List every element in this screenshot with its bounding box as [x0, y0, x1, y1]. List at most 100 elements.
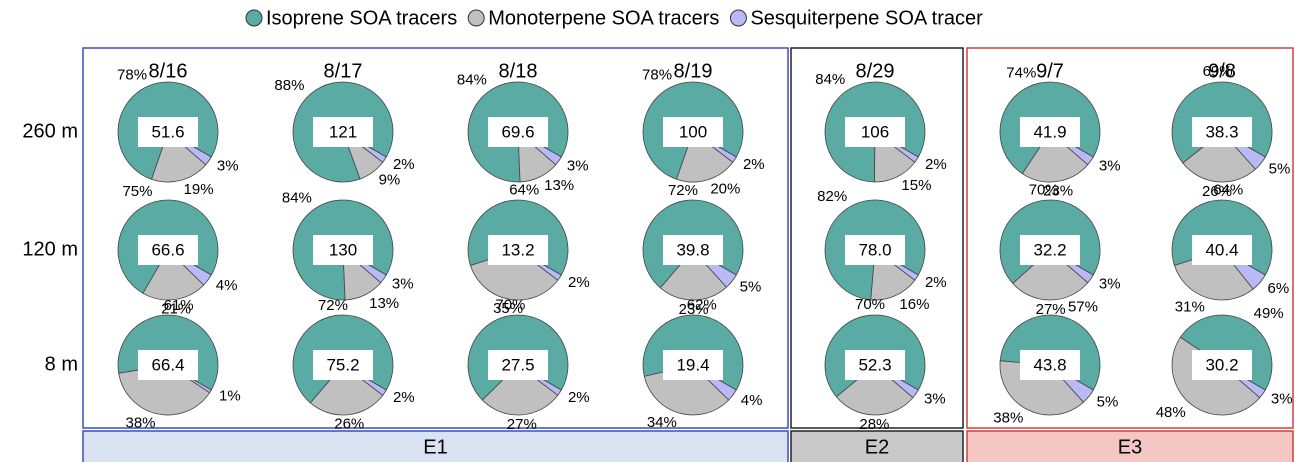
percent-label: 78%	[117, 67, 147, 84]
row-label: 120 m	[22, 238, 78, 260]
percent-label: 75%	[122, 183, 152, 200]
percent-label: 34%	[647, 414, 677, 431]
group-label: E1	[423, 436, 447, 458]
total-box	[138, 350, 198, 380]
total-box	[1192, 350, 1252, 380]
percent-label: 88%	[274, 77, 304, 94]
percent-label: 84%	[815, 71, 845, 88]
group-box	[790, 47, 964, 429]
total-box	[1192, 235, 1252, 265]
total-label: 38.3	[1205, 122, 1238, 141]
date-label: 8/18	[499, 60, 538, 82]
total-label: 19.4	[676, 355, 709, 374]
percent-label: 38%	[993, 410, 1023, 427]
percent-label: 48%	[1156, 404, 1186, 421]
percent-label: 74%	[1006, 65, 1036, 82]
percent-label: 70%	[1029, 181, 1059, 198]
percent-label: 19%	[184, 181, 214, 198]
row-label: 260 m	[22, 120, 78, 142]
percent-label: 3%	[1099, 276, 1121, 293]
group-box	[82, 47, 789, 429]
legend-marker	[729, 9, 747, 27]
total-label: 100	[679, 122, 707, 141]
total-label: 13.2	[501, 240, 534, 259]
total-label: 41.9	[1033, 122, 1066, 141]
total-box	[663, 350, 723, 380]
group-label: E3	[1118, 436, 1142, 458]
total-label: 121	[329, 122, 357, 141]
pie-wedge	[481, 364, 559, 416]
percent-label: 27%	[1036, 301, 1066, 318]
pie-wedge	[309, 364, 384, 416]
total-box	[488, 350, 548, 380]
percent-label: 13%	[544, 177, 574, 194]
total-box	[488, 235, 548, 265]
group-band	[966, 430, 1294, 462]
percent-label: 62%	[687, 297, 717, 314]
percent-label: 23%	[1043, 182, 1073, 199]
total-label: 66.4	[151, 355, 184, 374]
percent-label: 35%	[493, 300, 523, 317]
percent-label: 1%	[219, 388, 241, 405]
percent-label: 84%	[282, 190, 312, 207]
total-label: 75.2	[326, 355, 359, 374]
percent-label: 78%	[642, 67, 672, 84]
percent-label: 64%	[1213, 181, 1243, 198]
percent-label: 2%	[393, 389, 415, 406]
percent-label: 2%	[393, 156, 415, 173]
percent-label: 3%	[1271, 391, 1293, 408]
percent-label: 84%	[457, 72, 487, 89]
total-label: 32.2	[1033, 240, 1066, 259]
legend-label: Isoprene SOA tracers	[266, 7, 457, 29]
percent-label: 23%	[679, 301, 709, 318]
total-label: 69.6	[501, 122, 534, 141]
group-band	[82, 430, 789, 462]
row-label: 8 m	[45, 353, 78, 375]
pie-wedge	[1182, 131, 1257, 183]
percent-label: 26%	[1202, 183, 1232, 200]
total-box	[1192, 117, 1252, 147]
group-box	[966, 47, 1294, 429]
date-label: 8/29	[856, 60, 895, 82]
percent-label: 57%	[1068, 299, 1098, 316]
percent-label: 3%	[392, 276, 414, 293]
percent-label: 5%	[1097, 394, 1119, 411]
total-box	[845, 350, 905, 380]
date-label: 8/16	[149, 60, 188, 82]
total-label: 39.8	[676, 240, 709, 259]
legend-label: Monoterpene SOA tracers	[488, 7, 719, 29]
percent-label: 64%	[509, 181, 539, 198]
total-box	[1020, 350, 1080, 380]
legend-marker	[467, 9, 485, 27]
percent-label: 4%	[216, 277, 238, 294]
total-label: 40.4	[1205, 240, 1238, 259]
percent-label: 5%	[1269, 161, 1291, 178]
total-label: 66.6	[151, 240, 184, 259]
percent-label: 20%	[710, 180, 740, 197]
group-band	[790, 430, 964, 462]
percent-label: 2%	[925, 274, 947, 291]
group-label: E2	[865, 436, 889, 458]
pie-wedge	[142, 249, 205, 301]
pie-wedge	[659, 249, 728, 301]
total-label: 78.0	[858, 240, 891, 259]
percent-label: 3%	[217, 158, 239, 175]
total-label: 106	[861, 122, 889, 141]
total-box	[1020, 117, 1080, 147]
percent-label: 3%	[924, 391, 946, 408]
percent-label: 27%	[507, 416, 537, 433]
total-box	[313, 350, 373, 380]
total-label: 27.5	[501, 355, 534, 374]
percent-label: 31%	[1175, 298, 1205, 315]
date-label: 8/17	[324, 60, 363, 82]
percent-label: 15%	[901, 177, 931, 194]
percent-label: 5%	[740, 279, 762, 296]
percent-label: 61%	[164, 297, 194, 314]
total-box	[488, 117, 548, 147]
percent-label: 72%	[318, 297, 348, 314]
total-label: 43.8	[1033, 355, 1066, 374]
date-label: 9/8	[1208, 60, 1236, 82]
percent-label: 3%	[1099, 158, 1121, 175]
percent-label: 3%	[567, 158, 589, 175]
